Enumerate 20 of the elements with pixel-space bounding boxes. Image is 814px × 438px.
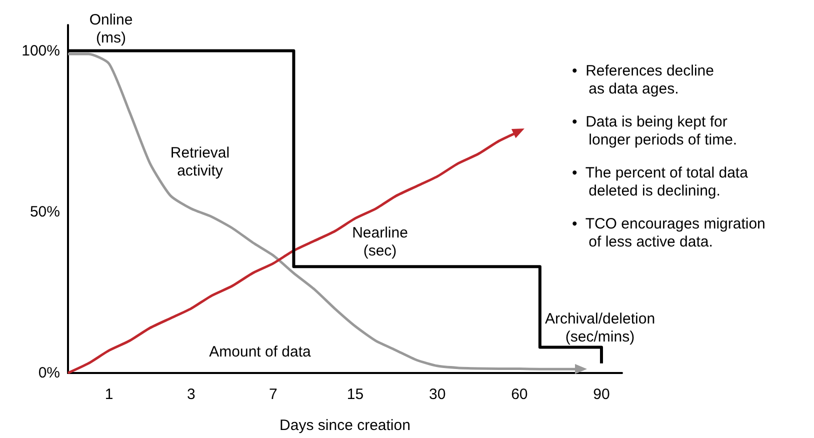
x-tick-label: 60 <box>511 386 528 403</box>
annotation: • References decline as data ages. <box>572 62 714 98</box>
y-tick-label: 0% <box>38 364 60 382</box>
x-tick-label: 1 <box>104 386 114 403</box>
x-tick-label: 90 <box>593 386 610 403</box>
y-tick-label: 50% <box>30 203 60 220</box>
x-tick-label: 7 <box>269 386 278 403</box>
annotation: Nearline (sec) <box>352 224 408 260</box>
annotation: Archival/deletion (sec/mins) <box>544 310 656 346</box>
annotation: • The percent of total data deleted is declining. <box>572 164 749 200</box>
y-tick-label: 100% <box>22 42 60 60</box>
annotation: • TCO encourages migration of less active data. <box>572 216 766 250</box>
x-axis-title: Days since creation <box>280 417 410 434</box>
x-tick-label: 30 <box>428 386 446 403</box>
annotation: Retrieval activity <box>170 144 230 180</box>
annotation: • Data is being kept for longer periods of time. <box>572 114 738 148</box>
x-tick-label: 3 <box>186 386 196 403</box>
x-tick-label: 15 <box>346 386 364 403</box>
annotation: Online (ms) <box>89 12 133 46</box>
annotation: Amount of data <box>209 344 312 360</box>
